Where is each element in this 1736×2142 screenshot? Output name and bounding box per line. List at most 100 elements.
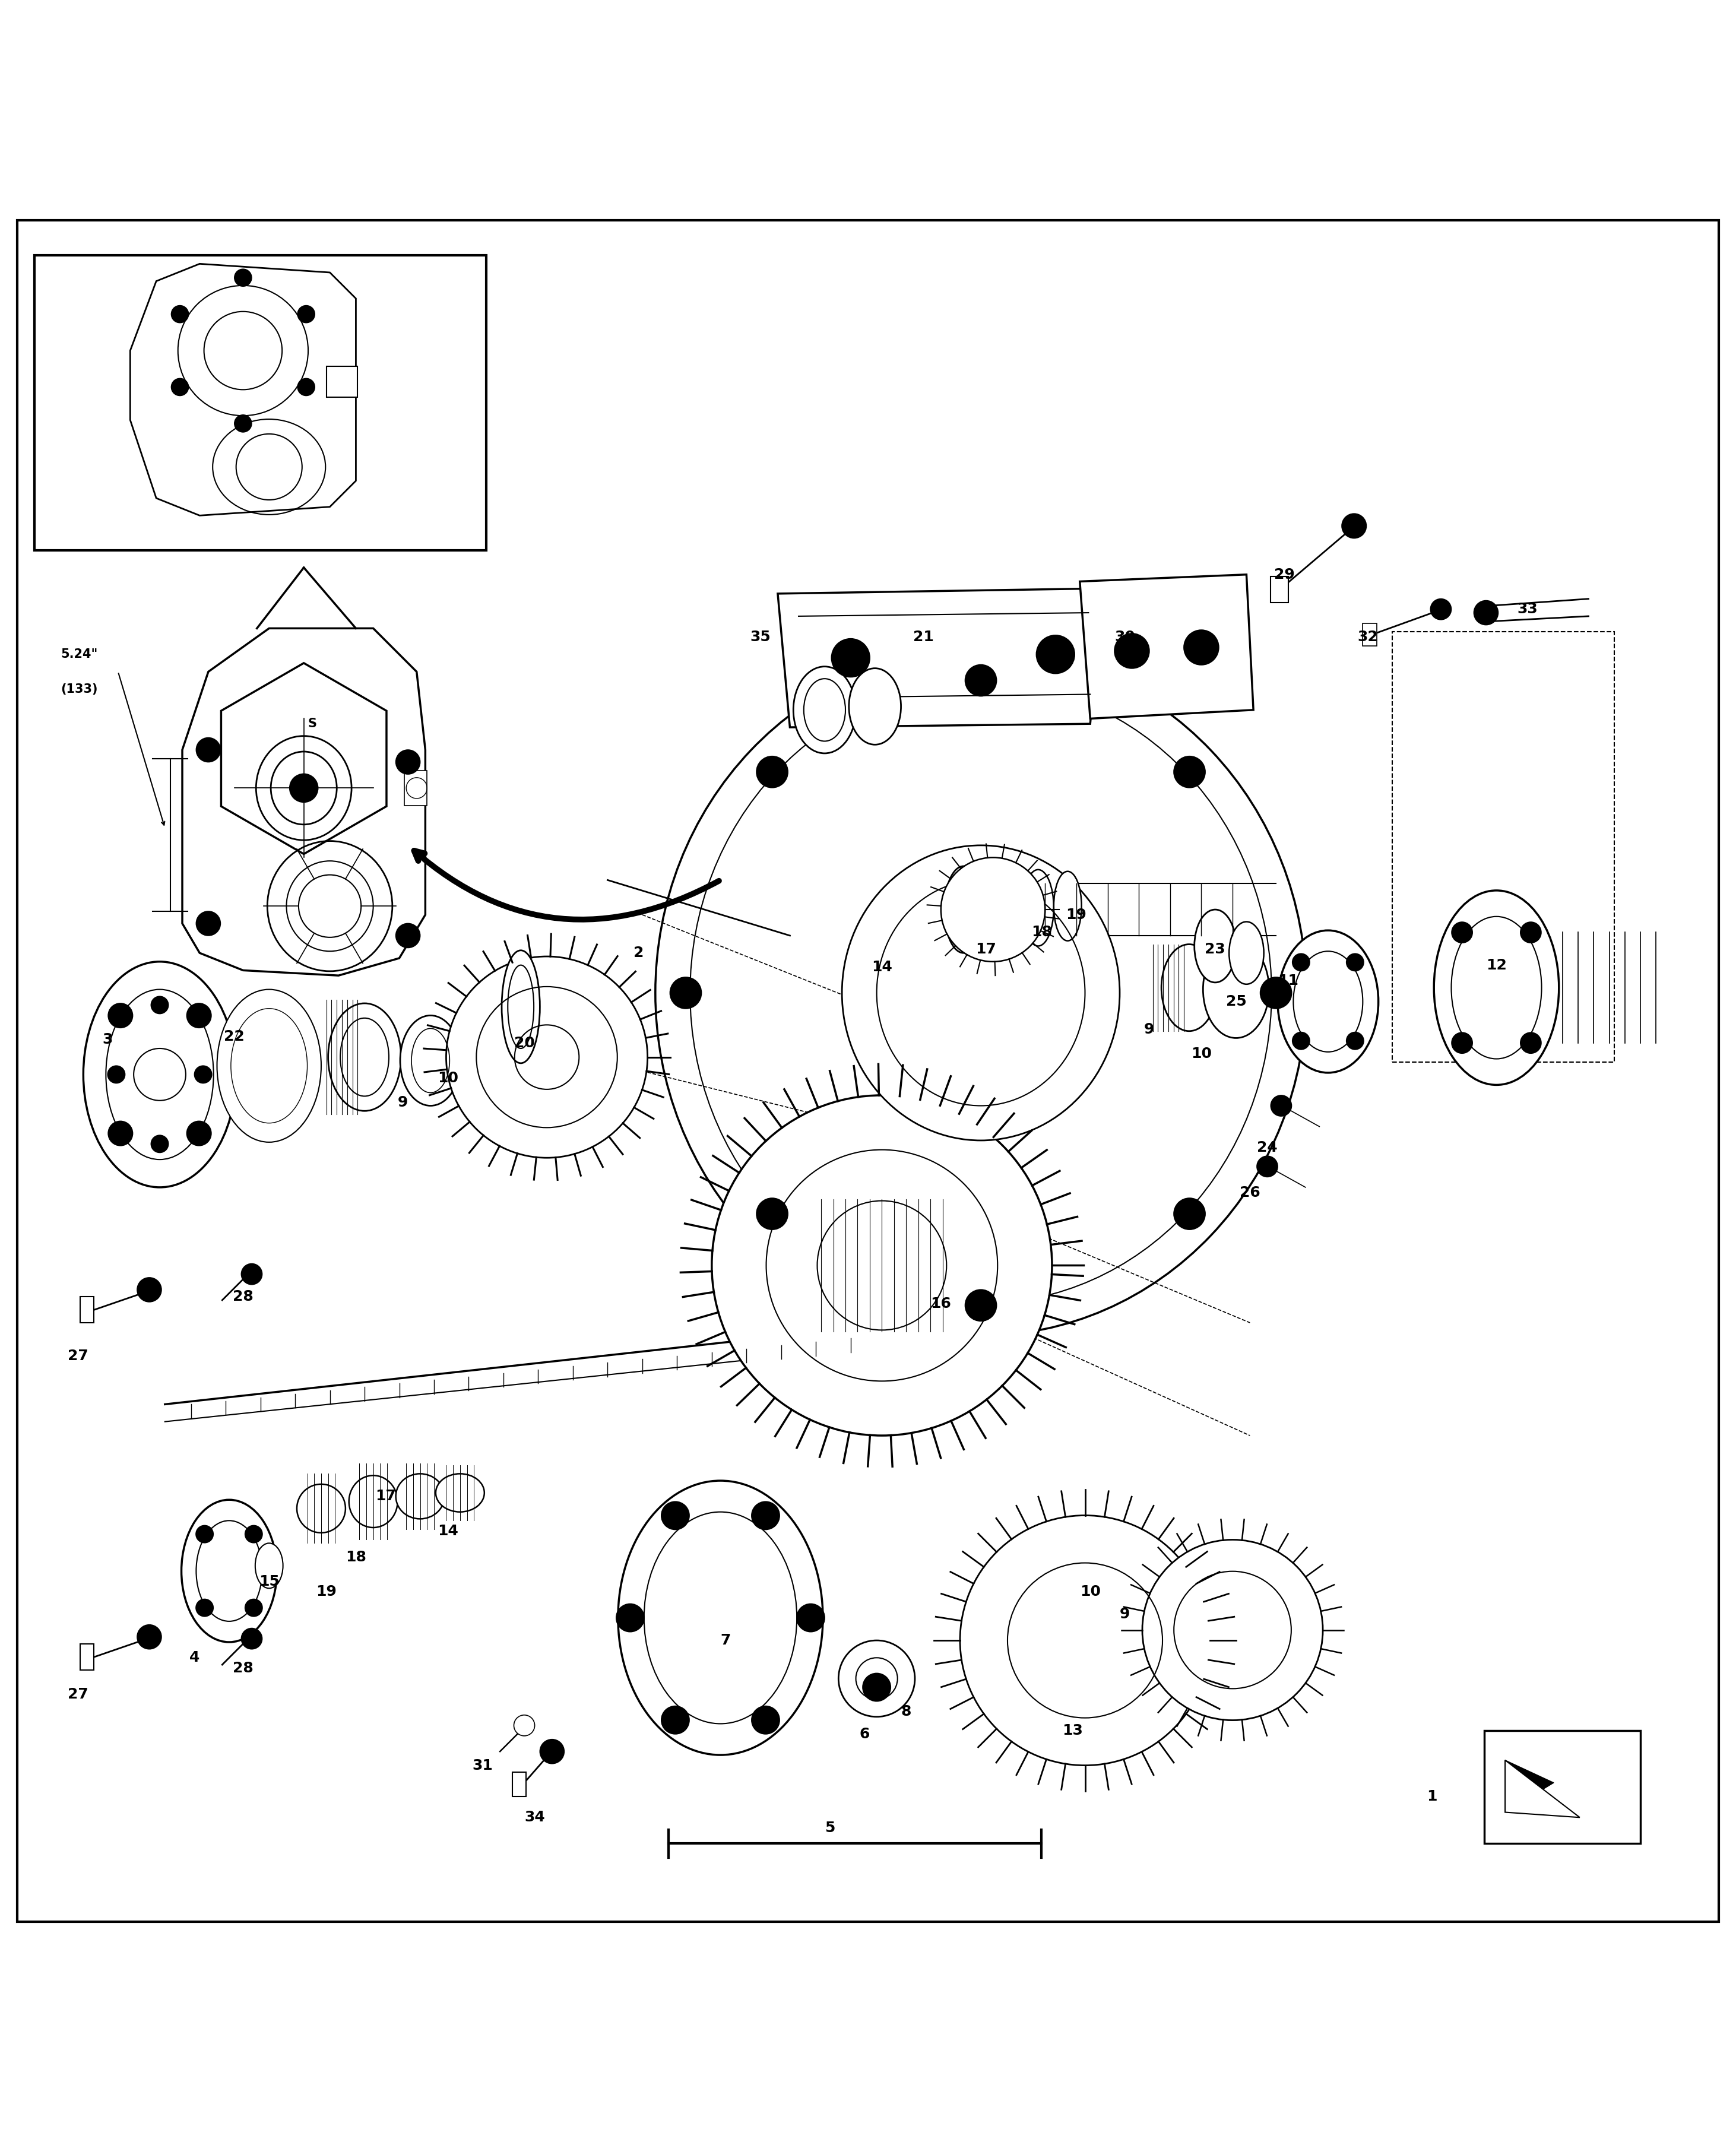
Circle shape	[196, 910, 220, 936]
Circle shape	[863, 1673, 891, 1701]
Text: 9: 9	[398, 1095, 408, 1110]
Circle shape	[172, 306, 189, 323]
Text: 2: 2	[634, 947, 644, 960]
Circle shape	[187, 1002, 212, 1028]
Text: 12: 12	[1486, 957, 1507, 972]
Text: 10: 10	[437, 1071, 458, 1086]
Circle shape	[1451, 921, 1472, 942]
Circle shape	[241, 1628, 262, 1649]
Ellipse shape	[1023, 870, 1054, 947]
Circle shape	[1292, 1032, 1309, 1050]
Circle shape	[1036, 636, 1075, 673]
Text: 9: 9	[1120, 1606, 1130, 1621]
Text: 15: 15	[259, 1574, 279, 1589]
Text: 6: 6	[859, 1726, 870, 1741]
Circle shape	[1347, 953, 1364, 970]
Circle shape	[514, 1716, 535, 1735]
Text: 16: 16	[930, 1296, 951, 1311]
Bar	[512, 1771, 526, 1797]
Text: 14: 14	[871, 960, 892, 975]
Circle shape	[797, 1604, 825, 1632]
Ellipse shape	[656, 649, 1305, 1337]
Bar	[35, 255, 486, 550]
Circle shape	[196, 737, 220, 763]
Ellipse shape	[502, 951, 540, 1062]
Circle shape	[245, 1600, 262, 1617]
Ellipse shape	[328, 1002, 401, 1112]
Text: 35: 35	[750, 630, 771, 645]
Circle shape	[965, 664, 996, 696]
Circle shape	[1451, 1032, 1472, 1054]
Circle shape	[1474, 600, 1498, 625]
Ellipse shape	[793, 666, 856, 754]
Text: 28: 28	[233, 1289, 253, 1304]
Text: 13: 13	[1062, 1724, 1083, 1737]
Text: 33: 33	[1517, 602, 1538, 617]
Bar	[404, 771, 427, 805]
Circle shape	[187, 1120, 212, 1146]
Text: 18: 18	[1031, 925, 1052, 938]
Ellipse shape	[217, 990, 321, 1142]
Circle shape	[196, 1525, 214, 1542]
Circle shape	[446, 957, 648, 1159]
Text: 29: 29	[1274, 568, 1295, 583]
Polygon shape	[778, 589, 1102, 728]
Circle shape	[172, 379, 189, 396]
Text: 1: 1	[1427, 1789, 1437, 1804]
Circle shape	[194, 1067, 212, 1084]
Circle shape	[616, 1604, 644, 1632]
Circle shape	[108, 1002, 132, 1028]
Circle shape	[1174, 1197, 1205, 1230]
Circle shape	[661, 1502, 689, 1529]
Circle shape	[1292, 953, 1309, 970]
Circle shape	[960, 1514, 1210, 1765]
Circle shape	[838, 1641, 915, 1716]
Circle shape	[234, 416, 252, 433]
Text: 17: 17	[375, 1489, 396, 1504]
Circle shape	[297, 306, 314, 323]
Circle shape	[241, 1264, 262, 1285]
Circle shape	[108, 1120, 132, 1146]
Circle shape	[540, 1739, 564, 1763]
Ellipse shape	[1278, 930, 1378, 1073]
Text: 5: 5	[825, 1821, 835, 1836]
Ellipse shape	[255, 1542, 283, 1589]
Circle shape	[151, 996, 168, 1013]
Circle shape	[1184, 630, 1219, 664]
Bar	[326, 366, 358, 398]
Text: 24: 24	[1257, 1140, 1278, 1155]
Ellipse shape	[181, 1499, 278, 1643]
Ellipse shape	[290, 773, 318, 801]
Circle shape	[1430, 600, 1451, 619]
Ellipse shape	[1054, 872, 1082, 940]
Bar	[1363, 623, 1377, 645]
Ellipse shape	[1194, 910, 1236, 983]
Circle shape	[965, 1289, 996, 1322]
Text: 23: 23	[1205, 942, 1226, 957]
Ellipse shape	[83, 962, 236, 1187]
Polygon shape	[1505, 1761, 1580, 1816]
Text: 7: 7	[720, 1632, 731, 1647]
Text: 17: 17	[976, 942, 996, 957]
Circle shape	[108, 1067, 125, 1084]
Text: 26: 26	[1240, 1185, 1260, 1200]
Circle shape	[752, 1707, 779, 1733]
Circle shape	[1521, 1032, 1542, 1054]
Circle shape	[1342, 514, 1366, 538]
Ellipse shape	[1161, 945, 1217, 1030]
Text: 8: 8	[901, 1705, 911, 1718]
Text: 4: 4	[189, 1651, 200, 1664]
Circle shape	[137, 1626, 161, 1649]
Circle shape	[245, 1525, 262, 1542]
Text: 21: 21	[913, 630, 934, 645]
Bar	[1484, 1731, 1641, 1844]
Text: 14: 14	[437, 1523, 458, 1538]
Polygon shape	[220, 664, 387, 855]
Ellipse shape	[436, 1474, 484, 1512]
Text: 31: 31	[472, 1759, 493, 1771]
Ellipse shape	[849, 668, 901, 745]
Circle shape	[1347, 1032, 1364, 1050]
Circle shape	[151, 1135, 168, 1152]
Text: 28: 28	[233, 1660, 253, 1675]
Circle shape	[1174, 756, 1205, 788]
